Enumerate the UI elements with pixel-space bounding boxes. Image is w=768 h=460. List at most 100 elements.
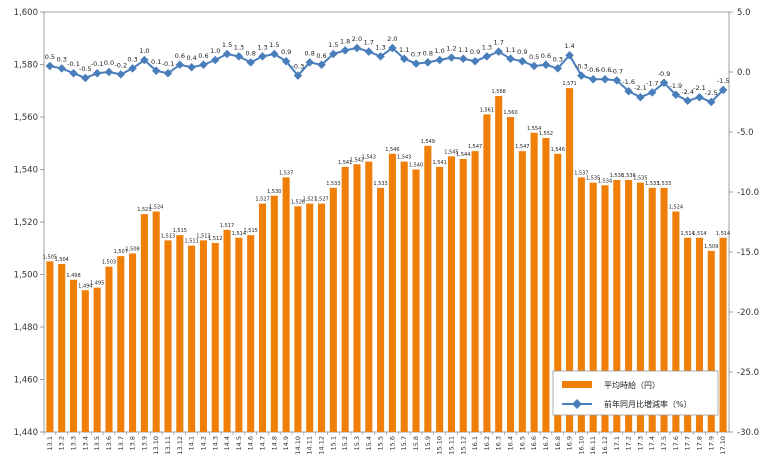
x-tick-label: 14.9 — [282, 436, 290, 450]
line-value-label: 1.5 — [328, 41, 338, 49]
bar — [412, 169, 420, 432]
line-point — [541, 60, 551, 70]
line-point — [258, 52, 267, 61]
bar — [436, 166, 444, 432]
bar — [684, 237, 692, 432]
x-tick-label: 14.2 — [199, 436, 207, 450]
line-value-label: -2.1 — [634, 84, 647, 92]
bar-value-label: 1,546 — [551, 147, 565, 153]
bar — [648, 187, 656, 432]
bar — [329, 187, 337, 432]
right-tick-label: -25.0 — [737, 368, 759, 378]
line-value-label: 0.9 — [281, 48, 291, 56]
line-point — [270, 49, 279, 59]
bar-value-label: 1,514 — [680, 231, 694, 237]
x-tick-label: 16.3 — [495, 436, 503, 450]
bar-value-label: 1,527 — [314, 197, 328, 203]
x-tick-label: 15.1 — [329, 436, 337, 450]
bar-value-label: 1,534 — [598, 178, 612, 184]
bar-value-label: 1,533 — [326, 181, 340, 187]
bar — [636, 182, 644, 432]
line-point — [518, 56, 527, 66]
line-value-label: 2.0 — [387, 35, 397, 43]
bar-value-label: 1,514 — [232, 231, 246, 237]
line-point — [293, 71, 303, 80]
line-value-label: 1.1 — [399, 46, 409, 54]
bar-value-label: 1,517 — [220, 223, 234, 229]
line-value-label: -0.7 — [610, 67, 623, 75]
line-value-label: 1.3 — [234, 43, 244, 51]
x-tick-label: 15.11 — [447, 436, 455, 455]
line-point — [459, 54, 468, 64]
bar-value-label: 1,527 — [255, 197, 269, 203]
line-value-label: 0.8 — [305, 49, 315, 57]
x-tick-label: 16.1 — [471, 436, 479, 450]
line-point — [588, 74, 598, 84]
x-tick-label: 13.6 — [105, 436, 113, 450]
bar-series — [46, 88, 727, 432]
bar-value-label: 1,505 — [43, 254, 57, 260]
line-point — [364, 47, 374, 56]
bar — [258, 203, 267, 432]
bar-value-label: 1,541 — [432, 160, 446, 166]
legend-line-label: 前年同月比増減率（%） — [604, 399, 692, 409]
line-point — [577, 71, 586, 80]
line-point — [246, 58, 255, 67]
bar — [353, 164, 361, 432]
line-value-label: -0.1 — [91, 60, 104, 68]
x-tick-label: 17.7 — [684, 436, 692, 450]
line-value-label: 2.0 — [352, 35, 362, 43]
line-value-label: 1.5 — [269, 41, 279, 49]
bar — [211, 243, 219, 432]
bar — [459, 159, 467, 432]
left-tick-label: 1,560 — [14, 113, 38, 123]
left-tick-label: 1,580 — [14, 61, 38, 71]
bar — [247, 235, 255, 432]
line-point — [57, 64, 66, 73]
line-point — [104, 67, 114, 77]
line-value-label: 1.4 — [564, 42, 574, 50]
line-value-label: 1.7 — [494, 39, 504, 47]
bar — [471, 151, 479, 432]
line-value-label: 1.3 — [375, 43, 385, 51]
left-tick-label: 1,540 — [14, 166, 38, 176]
x-tick-label: 17.9 — [707, 436, 715, 450]
line-value-label: 0.9 — [470, 48, 480, 56]
x-tick-label: 15.2 — [341, 436, 349, 450]
x-tick-label: 14.6 — [247, 436, 255, 450]
x-tick-label: 13.3 — [70, 436, 78, 450]
bar — [235, 237, 243, 432]
legend-bar-label: 平均時給（円） — [604, 380, 660, 390]
line-point — [281, 56, 291, 66]
line-point — [329, 49, 338, 59]
line-value-label: -2.4 — [681, 88, 694, 96]
line-value-label: 0.6 — [541, 52, 551, 60]
bar-value-label: 1,508 — [125, 247, 139, 253]
bar-value-label: 1,524 — [149, 205, 163, 211]
line-point — [529, 61, 539, 71]
bar-value-label: 1,507 — [114, 249, 128, 255]
x-tick-label: 13.12 — [176, 436, 184, 455]
bar — [518, 151, 526, 432]
line-value-label: -0.3 — [575, 63, 588, 71]
line-point — [151, 66, 161, 76]
bar — [447, 156, 455, 432]
line-value-label: 0.5 — [529, 53, 539, 61]
left-tick-label: 1,520 — [14, 218, 38, 228]
bar — [577, 177, 585, 432]
line-point — [305, 58, 314, 67]
bar-value-label: 1,523 — [137, 207, 151, 213]
line-point — [175, 60, 185, 70]
line-value-label: 0.8 — [246, 49, 256, 57]
bar-value-label: 1,530 — [267, 189, 281, 195]
line-value-label: -0.1 — [67, 60, 80, 68]
bar-value-label: 1,527 — [303, 197, 317, 203]
x-tick-label: 15.8 — [412, 436, 420, 450]
bar-value-label: 1,503 — [102, 260, 116, 266]
bar — [554, 153, 562, 432]
x-tick-label: 17.6 — [672, 436, 680, 450]
bar-value-label: 1,504 — [55, 257, 69, 263]
line-point — [234, 52, 244, 61]
bar-value-label: 1,494 — [78, 283, 92, 289]
